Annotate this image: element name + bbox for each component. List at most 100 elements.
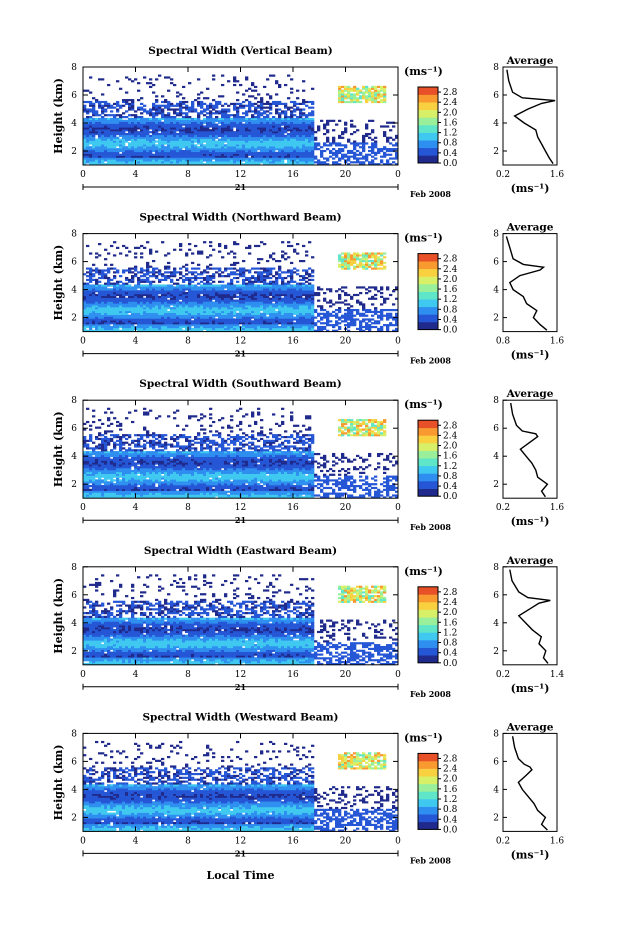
heatmap-cell [308, 155, 312, 158]
heatmap-cell [122, 325, 126, 329]
heatmap-cell [191, 106, 195, 109]
heatmap-cell [242, 129, 246, 132]
heatmap-cell [101, 116, 105, 119]
heatmap-cell [212, 305, 216, 308]
heatmap-cell [374, 95, 378, 98]
heatmap-cell [95, 127, 99, 130]
heatmap-cell [344, 121, 348, 124]
heatmap-cell [287, 144, 291, 147]
heatmap-cell [308, 320, 312, 323]
heatmap-cell [299, 114, 303, 117]
heatmap-cell [188, 161, 192, 164]
heatmap-cell [257, 131, 261, 134]
heatmap-cell [194, 127, 198, 130]
heatmap-cell [254, 163, 258, 166]
heatmap-cell [176, 157, 180, 160]
heatmap-cell [194, 305, 198, 308]
heatmap-cell [290, 91, 294, 94]
heatmap-cell [83, 293, 87, 297]
profile-x-tick-label: 1.6 [550, 170, 565, 180]
heatmap-cell [143, 119, 147, 122]
heatmap-cell [251, 114, 255, 117]
heatmap-cell [185, 310, 189, 314]
heatmap-cell [182, 161, 186, 164]
heatmap-cell [125, 322, 129, 325]
heatmap-cell [86, 142, 90, 145]
heatmap-cell [284, 106, 288, 109]
heatmap-cell [119, 104, 123, 107]
heatmap-cell [299, 132, 303, 136]
heatmap-cell [245, 324, 249, 327]
heatmap-cell [323, 157, 327, 160]
heatmap-cell [251, 325, 255, 329]
heatmap-cell [263, 159, 267, 162]
heatmap-cell [200, 127, 204, 130]
heatmap-cell [290, 314, 294, 317]
heatmap-cell [176, 329, 180, 332]
heatmap-cell [167, 305, 171, 308]
heatmap-cell [269, 142, 273, 145]
heatmap-cell [194, 327, 198, 331]
heatmap-cell [95, 295, 99, 298]
heatmap-cell [83, 144, 87, 147]
heatmap-cell [179, 329, 183, 332]
heatmap-cell [254, 123, 258, 126]
heatmap-cell [119, 129, 123, 132]
heatmap-cell [278, 293, 282, 297]
heatmap-cell [290, 87, 294, 90]
heatmap-cell [218, 138, 222, 141]
heatmap-cell [122, 163, 126, 166]
heatmap-cell [164, 299, 168, 302]
heatmap-cell [302, 322, 306, 325]
heatmap-cell [233, 320, 237, 323]
heatmap-cell [371, 87, 375, 90]
heatmap-cell [296, 322, 300, 325]
heatmap-cell [389, 312, 393, 315]
heatmap-cell [248, 161, 252, 164]
heatmap-cell [101, 286, 105, 289]
heatmap-cell [218, 288, 222, 291]
heatmap-cell [281, 318, 285, 321]
heatmap-cell [299, 153, 303, 156]
heatmap-cell [209, 295, 213, 298]
heatmap-cell [269, 163, 273, 166]
heatmap-cell [128, 322, 132, 325]
heatmap-cell [290, 129, 294, 132]
heatmap-cell [86, 157, 90, 160]
heatmap-cell [197, 117, 201, 121]
heatmap-cell [143, 163, 147, 166]
heatmap-cell [140, 290, 144, 293]
heatmap-cell [116, 312, 120, 315]
heatmap-cell [266, 142, 270, 145]
heatmap-cell [302, 325, 306, 329]
heatmap-cell [164, 132, 168, 136]
heatmap-cell [161, 142, 165, 145]
heatmap-cell [158, 314, 162, 317]
heatmap-cell [161, 295, 165, 298]
heatmap-cell [305, 310, 309, 314]
heatmap-cell [137, 297, 141, 300]
heatmap-cell [338, 297, 342, 300]
heatmap-cell [296, 127, 300, 130]
heatmap-cell [227, 295, 231, 298]
heatmap-cell [296, 161, 300, 164]
heatmap-cell [128, 142, 132, 145]
heatmap-cell [197, 131, 201, 134]
heatmap-cell [260, 125, 264, 128]
heatmap-cell [311, 123, 315, 126]
heatmap-cell [113, 163, 117, 166]
heatmap-cell [197, 327, 201, 331]
heatmap-cell [140, 286, 144, 289]
heatmap-cell [305, 327, 309, 331]
heatmap-cell [161, 153, 165, 156]
heatmap-cell [269, 131, 273, 134]
heatmap-cell [158, 303, 162, 306]
heatmap-cell [86, 129, 90, 132]
heatmap-cell [356, 157, 360, 160]
heatmap-cell [236, 146, 240, 149]
heatmap-cell [110, 320, 114, 323]
heatmap-cell [182, 129, 186, 132]
heatmap-cell [302, 288, 306, 291]
heatmap-cell [191, 322, 195, 325]
